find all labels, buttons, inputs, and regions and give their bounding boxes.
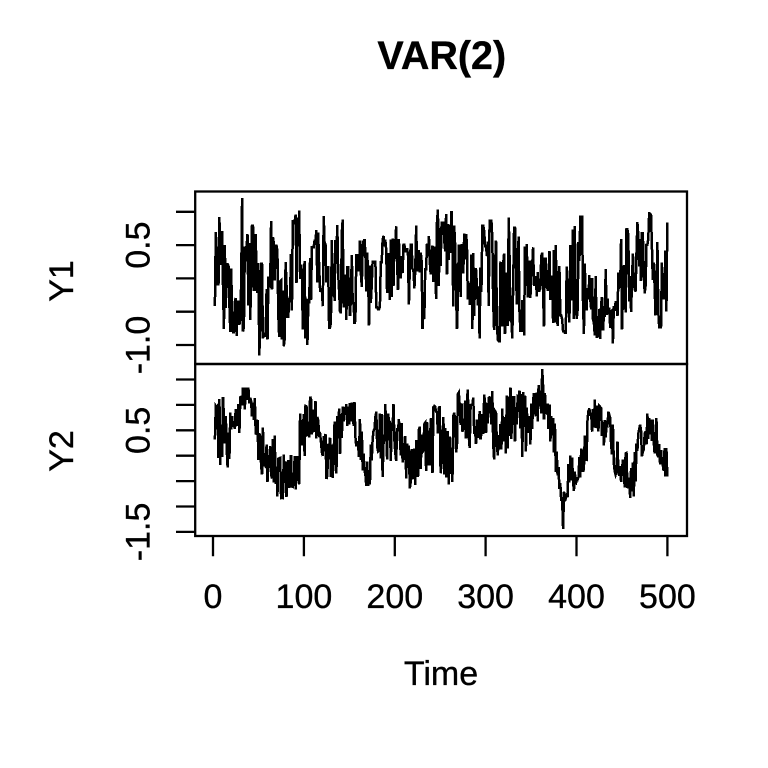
svg-text:Time: Time xyxy=(404,655,478,693)
svg-text:300: 300 xyxy=(457,578,514,616)
svg-text:0.5: 0.5 xyxy=(120,221,158,268)
svg-text:-1.0: -1.0 xyxy=(120,316,158,375)
svg-text:0.5: 0.5 xyxy=(120,407,158,454)
svg-text:Y1: Y1 xyxy=(43,260,81,302)
svg-text:500: 500 xyxy=(639,578,696,616)
svg-text:100: 100 xyxy=(276,578,333,616)
svg-text:0: 0 xyxy=(204,578,223,616)
svg-text:400: 400 xyxy=(548,578,605,616)
svg-text:VAR(2): VAR(2) xyxy=(377,34,506,78)
svg-text:-1.5: -1.5 xyxy=(120,503,158,562)
svg-text:200: 200 xyxy=(366,578,423,616)
svg-text:Y2: Y2 xyxy=(43,430,81,472)
